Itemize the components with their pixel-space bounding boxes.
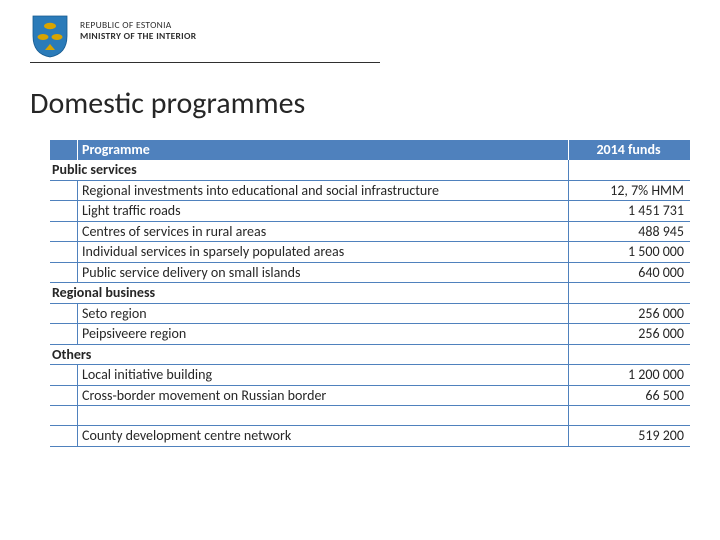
programmes-table: Programme 2014 funds Public servicesRegi… [50, 140, 690, 447]
table-row: Public service delivery on small islands… [50, 263, 690, 284]
row-value: 1 200 000 [568, 365, 690, 385]
row-indent [50, 386, 78, 406]
section-name: Others [50, 345, 568, 365]
row-indent [50, 181, 78, 201]
header-divider [30, 62, 380, 63]
table-row: Public services [50, 160, 690, 181]
section-name: Regional business [50, 283, 568, 303]
row-value: 640 000 [568, 263, 690, 283]
table-row: Peipsiveere region256 000 [50, 324, 690, 345]
table-row [50, 406, 690, 426]
row-label: Local initiative building [78, 365, 568, 385]
table-row: Regional business [50, 283, 690, 304]
row-label: Centres of services in rural areas [78, 222, 568, 242]
table-row: Others [50, 345, 690, 366]
row-value: 488 945 [568, 222, 690, 242]
coat-of-arms-icon [30, 14, 70, 58]
row-indent [50, 242, 78, 262]
col-funds: 2014 funds [568, 140, 690, 160]
table-row: Centres of services in rural areas488 94… [50, 222, 690, 243]
ministry-label: REPUBLIC OF ESTONIA MINISTRY OF THE INTE… [80, 14, 196, 42]
row-value: 256 000 [568, 324, 690, 344]
row-value: 1 500 000 [568, 242, 690, 262]
row-indent [50, 222, 78, 242]
row-label: Light traffic roads [78, 201, 568, 221]
row-label: Cross-border movement on Russian border [78, 386, 568, 406]
table-row: Regional investments into educational an… [50, 181, 690, 202]
row-label: Peipsiveere region [78, 324, 568, 344]
page-title: Domestic programmes [30, 85, 690, 122]
header-block: REPUBLIC OF ESTONIA MINISTRY OF THE INTE… [30, 14, 690, 58]
row-value: 66 500 [568, 386, 690, 406]
row-value: 1 451 731 [568, 201, 690, 221]
section-name: Public services [50, 160, 568, 180]
row-indent [50, 365, 78, 385]
row-indent [50, 406, 78, 425]
table-row: County development centre network519 200 [50, 426, 690, 447]
row-label: Individual services in sparsely populate… [78, 242, 568, 262]
row-value: 519 200 [568, 426, 690, 446]
row-label: Public service delivery on small islands [78, 263, 568, 283]
org-line-2: MINISTRY OF THE INTERIOR [80, 31, 196, 42]
row-label: County development centre network [78, 426, 568, 446]
table-header-indent [50, 140, 78, 160]
row-indent [50, 201, 78, 221]
row-value [568, 283, 690, 303]
row-label: Regional investments into educational an… [78, 181, 568, 201]
row-indent [50, 304, 78, 324]
row-label: Seto region [78, 304, 568, 324]
table-row: Individual services in sparsely populate… [50, 242, 690, 263]
row-label [78, 406, 568, 425]
row-indent [50, 263, 78, 283]
row-indent [50, 324, 78, 344]
row-value: 12, 7% HMM [568, 181, 690, 201]
table-row: Seto region256 000 [50, 304, 690, 325]
row-value: 256 000 [568, 304, 690, 324]
row-value [568, 406, 690, 425]
table-header-row: Programme 2014 funds [50, 140, 690, 160]
row-value [568, 345, 690, 365]
row-indent [50, 426, 78, 446]
table-row: Local initiative building1 200 000 [50, 365, 690, 386]
col-programme: Programme [78, 140, 568, 160]
table-row: Cross-border movement on Russian border6… [50, 386, 690, 407]
row-value [568, 160, 690, 180]
table-row: Light traffic roads1 451 731 [50, 201, 690, 222]
